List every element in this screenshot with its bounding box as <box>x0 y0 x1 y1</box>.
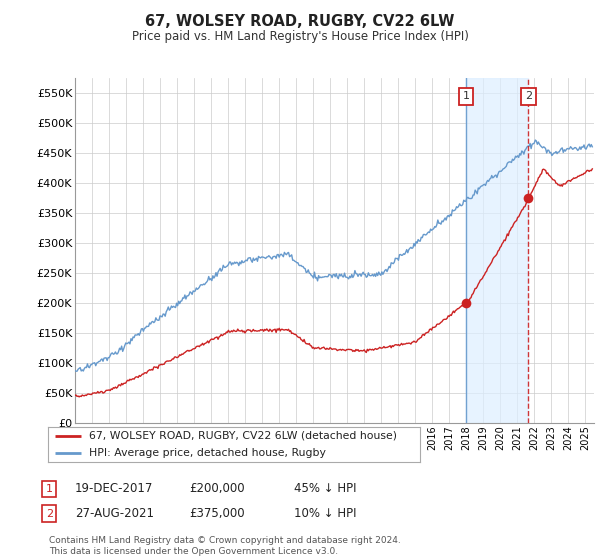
Text: £200,000: £200,000 <box>189 482 245 496</box>
Text: HPI: Average price, detached house, Rugby: HPI: Average price, detached house, Rugb… <box>89 449 326 458</box>
Text: 2: 2 <box>525 91 532 101</box>
Text: 19-DEC-2017: 19-DEC-2017 <box>75 482 154 496</box>
Text: Price paid vs. HM Land Registry's House Price Index (HPI): Price paid vs. HM Land Registry's House … <box>131 30 469 43</box>
Text: Contains HM Land Registry data © Crown copyright and database right 2024.
This d: Contains HM Land Registry data © Crown c… <box>49 536 401 556</box>
Bar <box>466 78 529 423</box>
Text: 2: 2 <box>46 508 53 519</box>
Text: £375,000: £375,000 <box>189 507 245 520</box>
Text: 1: 1 <box>463 91 469 101</box>
Text: 67, WOLSEY ROAD, RUGBY, CV22 6LW: 67, WOLSEY ROAD, RUGBY, CV22 6LW <box>145 14 455 29</box>
Text: 1: 1 <box>46 484 53 494</box>
Text: 45% ↓ HPI: 45% ↓ HPI <box>294 482 356 496</box>
Text: 27-AUG-2021: 27-AUG-2021 <box>75 507 154 520</box>
Text: 10% ↓ HPI: 10% ↓ HPI <box>294 507 356 520</box>
Text: 67, WOLSEY ROAD, RUGBY, CV22 6LW (detached house): 67, WOLSEY ROAD, RUGBY, CV22 6LW (detach… <box>89 431 397 441</box>
